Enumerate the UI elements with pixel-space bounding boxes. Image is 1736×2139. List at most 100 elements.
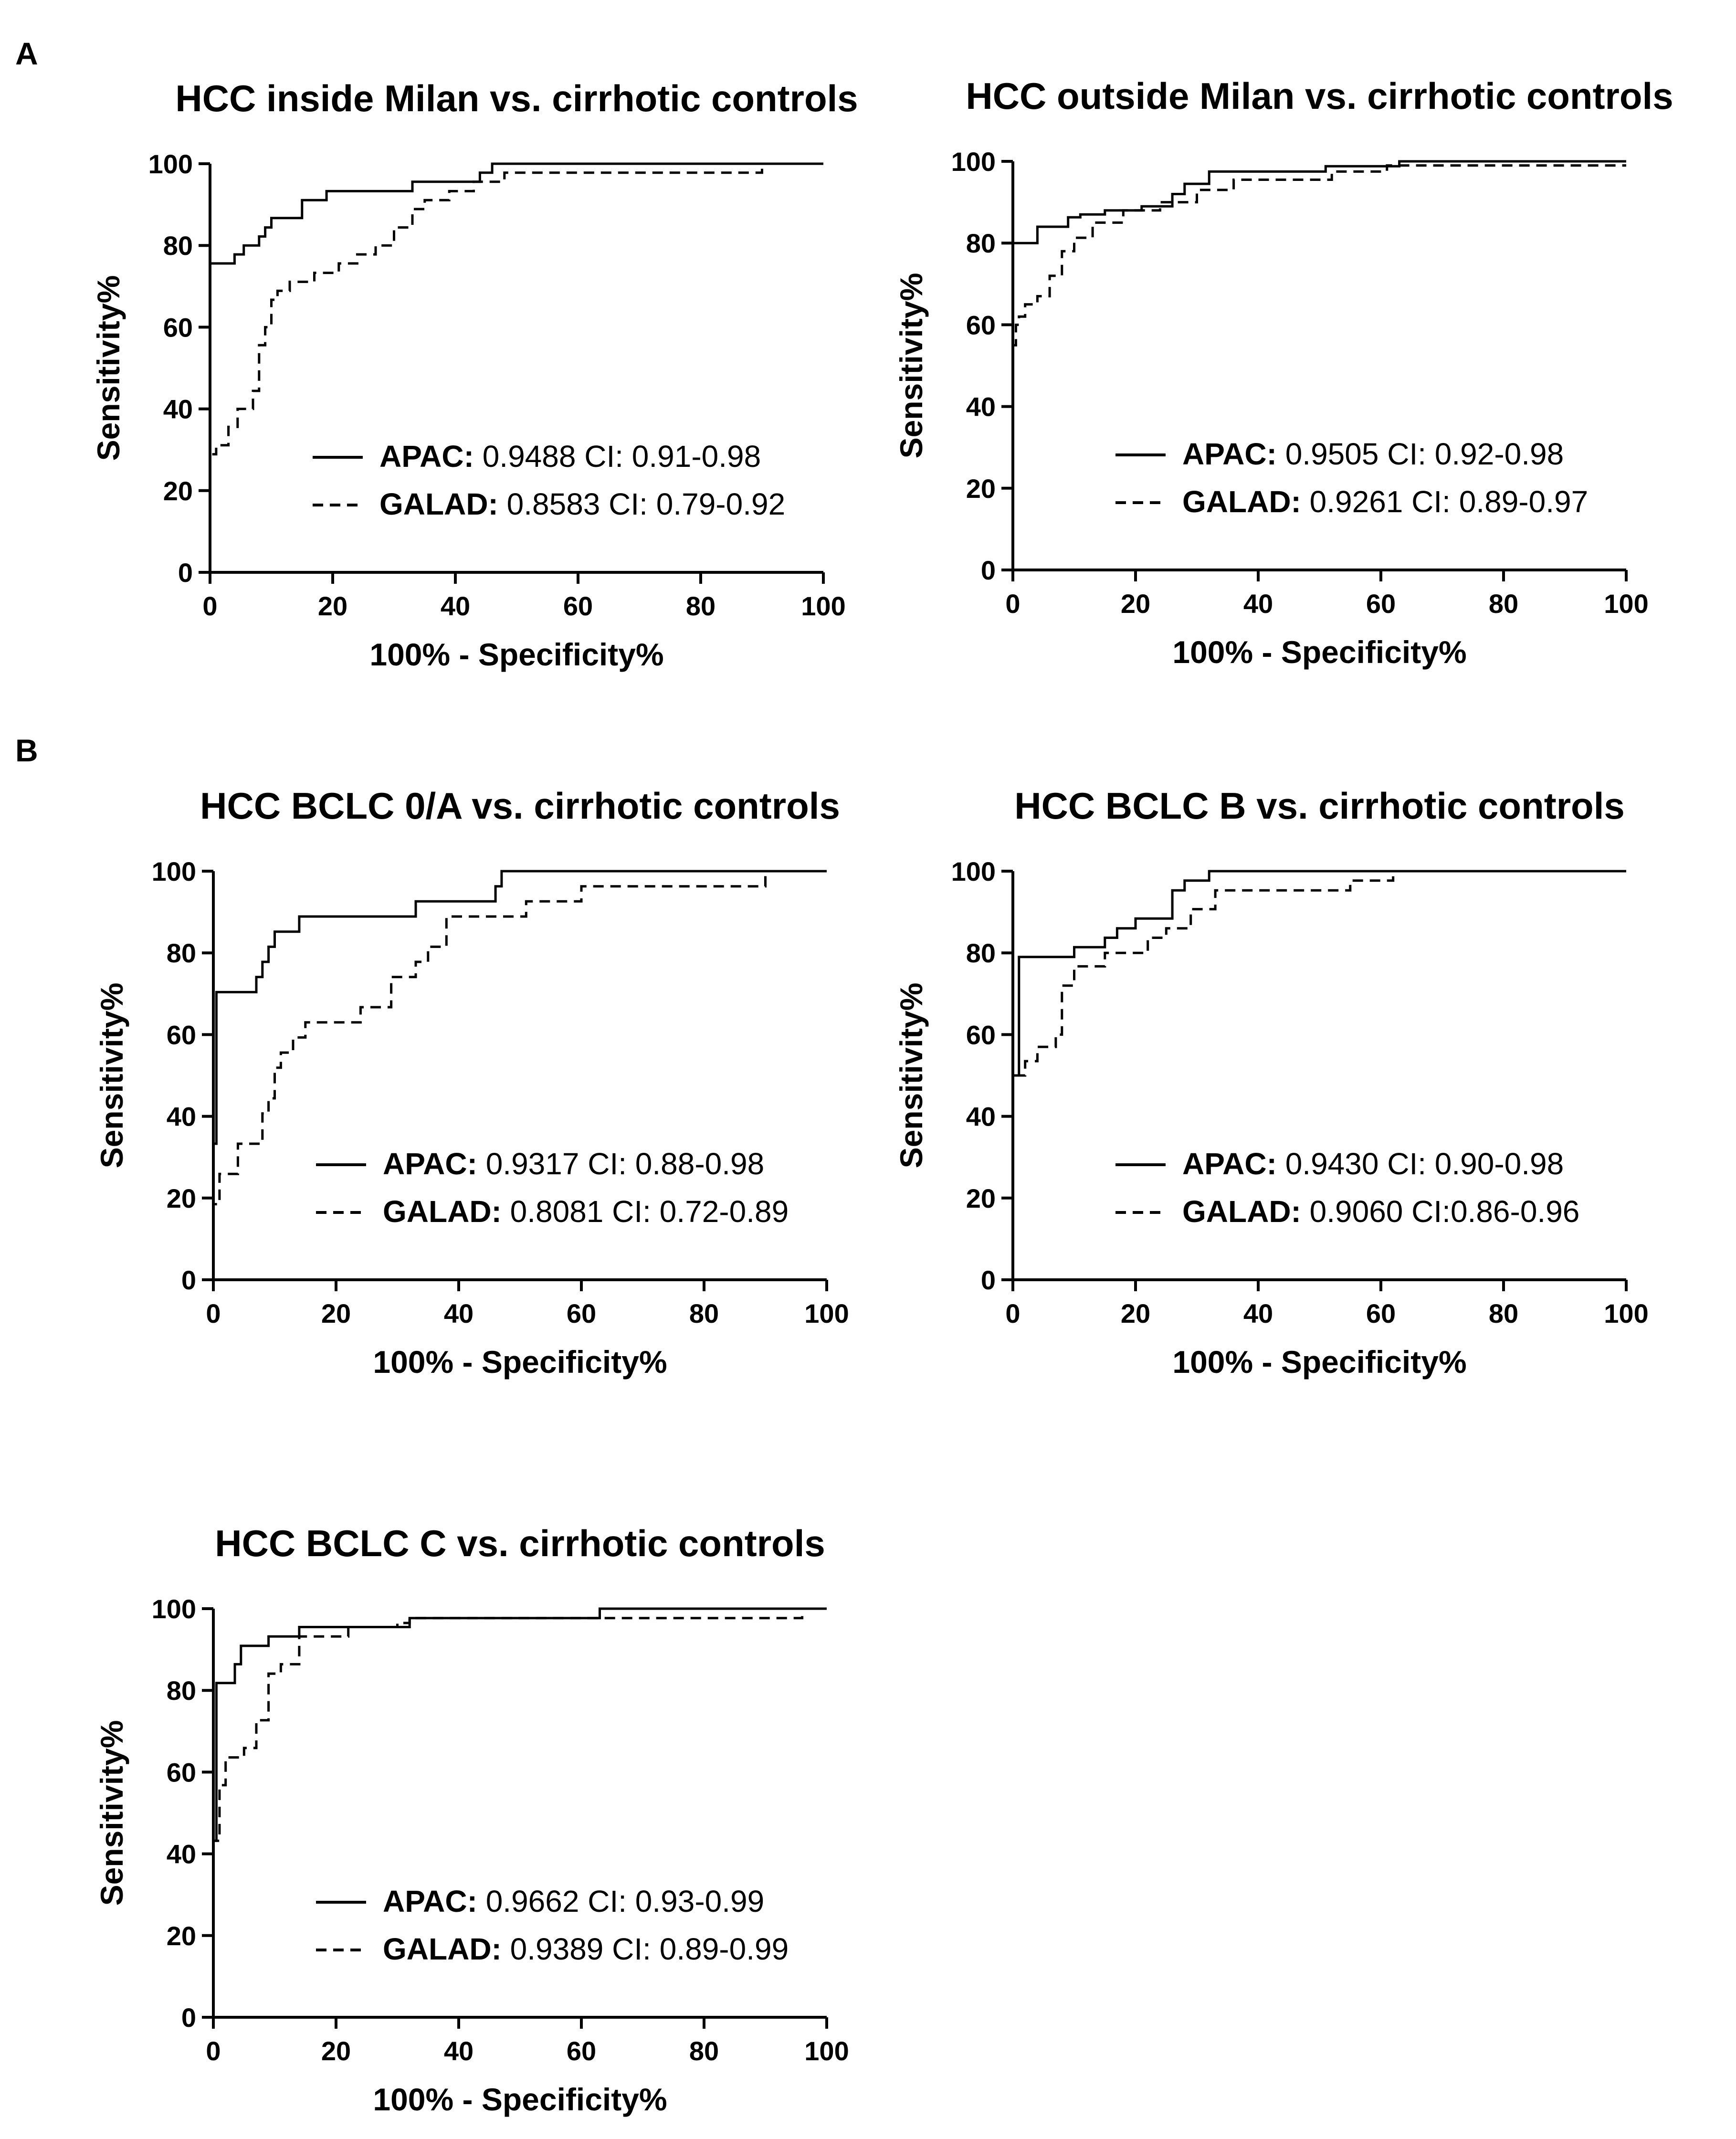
x-tick-label: 100 <box>804 1298 849 1328</box>
y-axis-label: Sensitivity% <box>94 1720 129 1906</box>
panel-letter-a: A <box>15 36 38 71</box>
apac-roc-curve <box>1011 870 1626 1280</box>
legend-auc-stat: 0.9505 CI: 0.92-0.98 <box>1277 437 1564 471</box>
x-tick-label: 80 <box>1489 589 1518 619</box>
legend-entry: GALAD: 0.8583 CI: 0.79-0.92 <box>379 487 785 521</box>
chart-title: HCC BCLC B vs. cirrhotic controls <box>1014 785 1625 827</box>
legend-series-name: APAC: <box>1182 437 1277 471</box>
legend-series-name: GALAD: <box>383 1194 502 1229</box>
y-tick-label: 80 <box>167 1675 196 1706</box>
y-tick-label: 20 <box>966 1183 996 1213</box>
legend-entry: APAC: 0.9317 CI: 0.88-0.98 <box>383 1147 764 1181</box>
legend-entry: GALAD: 0.9389 CI: 0.89-0.99 <box>383 1932 789 1966</box>
x-axis-label: 100% - Specificity% <box>369 637 663 672</box>
x-tick-label: 100 <box>804 2036 849 2066</box>
y-axis-label: Sensitivity% <box>894 273 929 459</box>
y-tick-label: 0 <box>178 558 193 588</box>
legend-series-name: APAC: <box>379 439 474 474</box>
y-tick-label: 100 <box>951 856 996 886</box>
y-tick-label: 20 <box>167 1183 196 1213</box>
legend-entry: GALAD: 0.8081 CI: 0.72-0.89 <box>383 1194 789 1229</box>
x-tick-label: 0 <box>1005 1298 1020 1328</box>
x-tick-label: 80 <box>686 591 715 621</box>
y-tick-label: 20 <box>966 474 996 504</box>
chart-title: HCC inside Milan vs. cirrhotic controls <box>175 77 858 119</box>
y-tick-label: 0 <box>181 2002 196 2033</box>
x-tick-label: 80 <box>689 2036 719 2066</box>
x-tick-label: 40 <box>1243 1298 1273 1328</box>
legend-auc-stat: 0.9662 CI: 0.93-0.99 <box>477 1884 764 1918</box>
y-tick-label: 60 <box>966 310 996 340</box>
y-tick-label: 60 <box>163 312 193 342</box>
legend-entry: APAC: 0.9430 CI: 0.90-0.98 <box>1182 1147 1564 1181</box>
legend-entry: GALAD: 0.9261 CI: 0.89-0.97 <box>1182 485 1588 519</box>
x-axis-label: 100% - Specificity% <box>1172 1344 1466 1380</box>
roc-chart-1: HCC inside Milan vs. cirrhotic controls 0… <box>91 77 858 672</box>
roc-chart-4: HCC BCLC B vs. cirrhotic controls 0 20 40 60… <box>894 785 1649 1380</box>
galad-roc-curve <box>1011 870 1626 1280</box>
chart-title: HCC BCLC 0/A vs. cirrhotic controls <box>200 785 840 827</box>
x-tick-label: 0 <box>206 2036 221 2066</box>
y-tick-label: 80 <box>966 228 996 258</box>
y-tick-label: 100 <box>152 856 196 886</box>
x-tick-label: 60 <box>567 1298 596 1328</box>
apac-roc-curve <box>212 870 827 1280</box>
y-axis-label: Sensitivity% <box>94 983 129 1169</box>
y-tick-label: 20 <box>167 1921 196 1951</box>
x-tick-label: 60 <box>1366 589 1396 619</box>
y-tick-label: 0 <box>181 1265 196 1295</box>
legend-entry: APAC: 0.9505 CI: 0.92-0.98 <box>1182 437 1564 471</box>
y-axis-label: Sensitivity% <box>894 983 929 1169</box>
legend-series-name: GALAD: <box>1182 1194 1301 1229</box>
legend-auc-stat: 0.9261 CI: 0.89-0.97 <box>1301 485 1588 519</box>
x-tick-label: 100 <box>801 591 845 621</box>
y-tick-label: 100 <box>152 1594 196 1624</box>
y-tick-label: 40 <box>966 1102 996 1132</box>
y-tick-label: 100 <box>951 147 996 177</box>
y-tick-label: 100 <box>148 149 193 179</box>
x-axis-label: 100% - Specificity% <box>1172 634 1466 670</box>
legend-auc-stat: 0.9430 CI: 0.90-0.98 <box>1277 1147 1564 1181</box>
roc-chart-2: HCC outside Milan vs. cirrhotic controls… <box>894 75 1673 670</box>
roc-chart-5: HCC BCLC C vs. cirrhotic controls 0 20 40 60… <box>94 1522 849 2117</box>
x-tick-label: 40 <box>444 2036 473 2066</box>
y-tick-label: 60 <box>167 1757 196 1787</box>
x-tick-label: 100 <box>1604 589 1648 619</box>
legend-series-name: APAC: <box>383 1147 477 1181</box>
chart-title: HCC outside Milan vs. cirrhotic controls <box>966 75 1673 117</box>
x-tick-label: 100 <box>1604 1298 1648 1328</box>
y-tick-label: 0 <box>981 1265 996 1295</box>
x-tick-label: 60 <box>1366 1298 1396 1328</box>
legend-series-name: APAC: <box>383 1884 477 1918</box>
apac-roc-curve <box>209 162 823 572</box>
y-axis-label: Sensitivity% <box>91 275 126 461</box>
legend-series-name: APAC: <box>1182 1147 1277 1181</box>
y-tick-label: 40 <box>167 1839 196 1869</box>
y-tick-label: 40 <box>167 1102 196 1132</box>
legend-entry: APAC: 0.9488 CI: 0.91-0.98 <box>379 439 761 474</box>
x-tick-label: 20 <box>321 1298 351 1328</box>
y-tick-label: 80 <box>167 938 196 968</box>
y-tick-label: 40 <box>163 394 193 424</box>
panel-letter-b: B <box>15 733 38 768</box>
legend-entry: APAC: 0.9662 CI: 0.93-0.99 <box>383 1884 764 1918</box>
x-tick-label: 20 <box>1121 1298 1150 1328</box>
galad-roc-curve <box>212 1607 827 2017</box>
x-tick-label: 40 <box>1243 589 1273 619</box>
x-tick-label: 80 <box>689 1298 719 1328</box>
y-tick-label: 40 <box>966 392 996 422</box>
y-tick-label: 0 <box>981 555 996 585</box>
y-tick-label: 60 <box>167 1020 196 1050</box>
legend-auc-stat: 0.9389 CI: 0.89-0.99 <box>502 1932 789 1966</box>
apac-roc-curve <box>1011 160 1626 570</box>
galad-roc-curve <box>209 162 823 572</box>
x-axis-label: 100% - Specificity% <box>373 1344 667 1380</box>
y-tick-label: 60 <box>966 1020 996 1050</box>
x-axis-label: 100% - Specificity% <box>373 2082 667 2117</box>
x-tick-label: 20 <box>1121 589 1150 619</box>
legend-series-name: GALAD: <box>1182 485 1301 519</box>
x-tick-label: 60 <box>563 591 593 621</box>
legend-series-name: GALAD: <box>379 487 498 521</box>
y-tick-label: 20 <box>163 476 193 506</box>
